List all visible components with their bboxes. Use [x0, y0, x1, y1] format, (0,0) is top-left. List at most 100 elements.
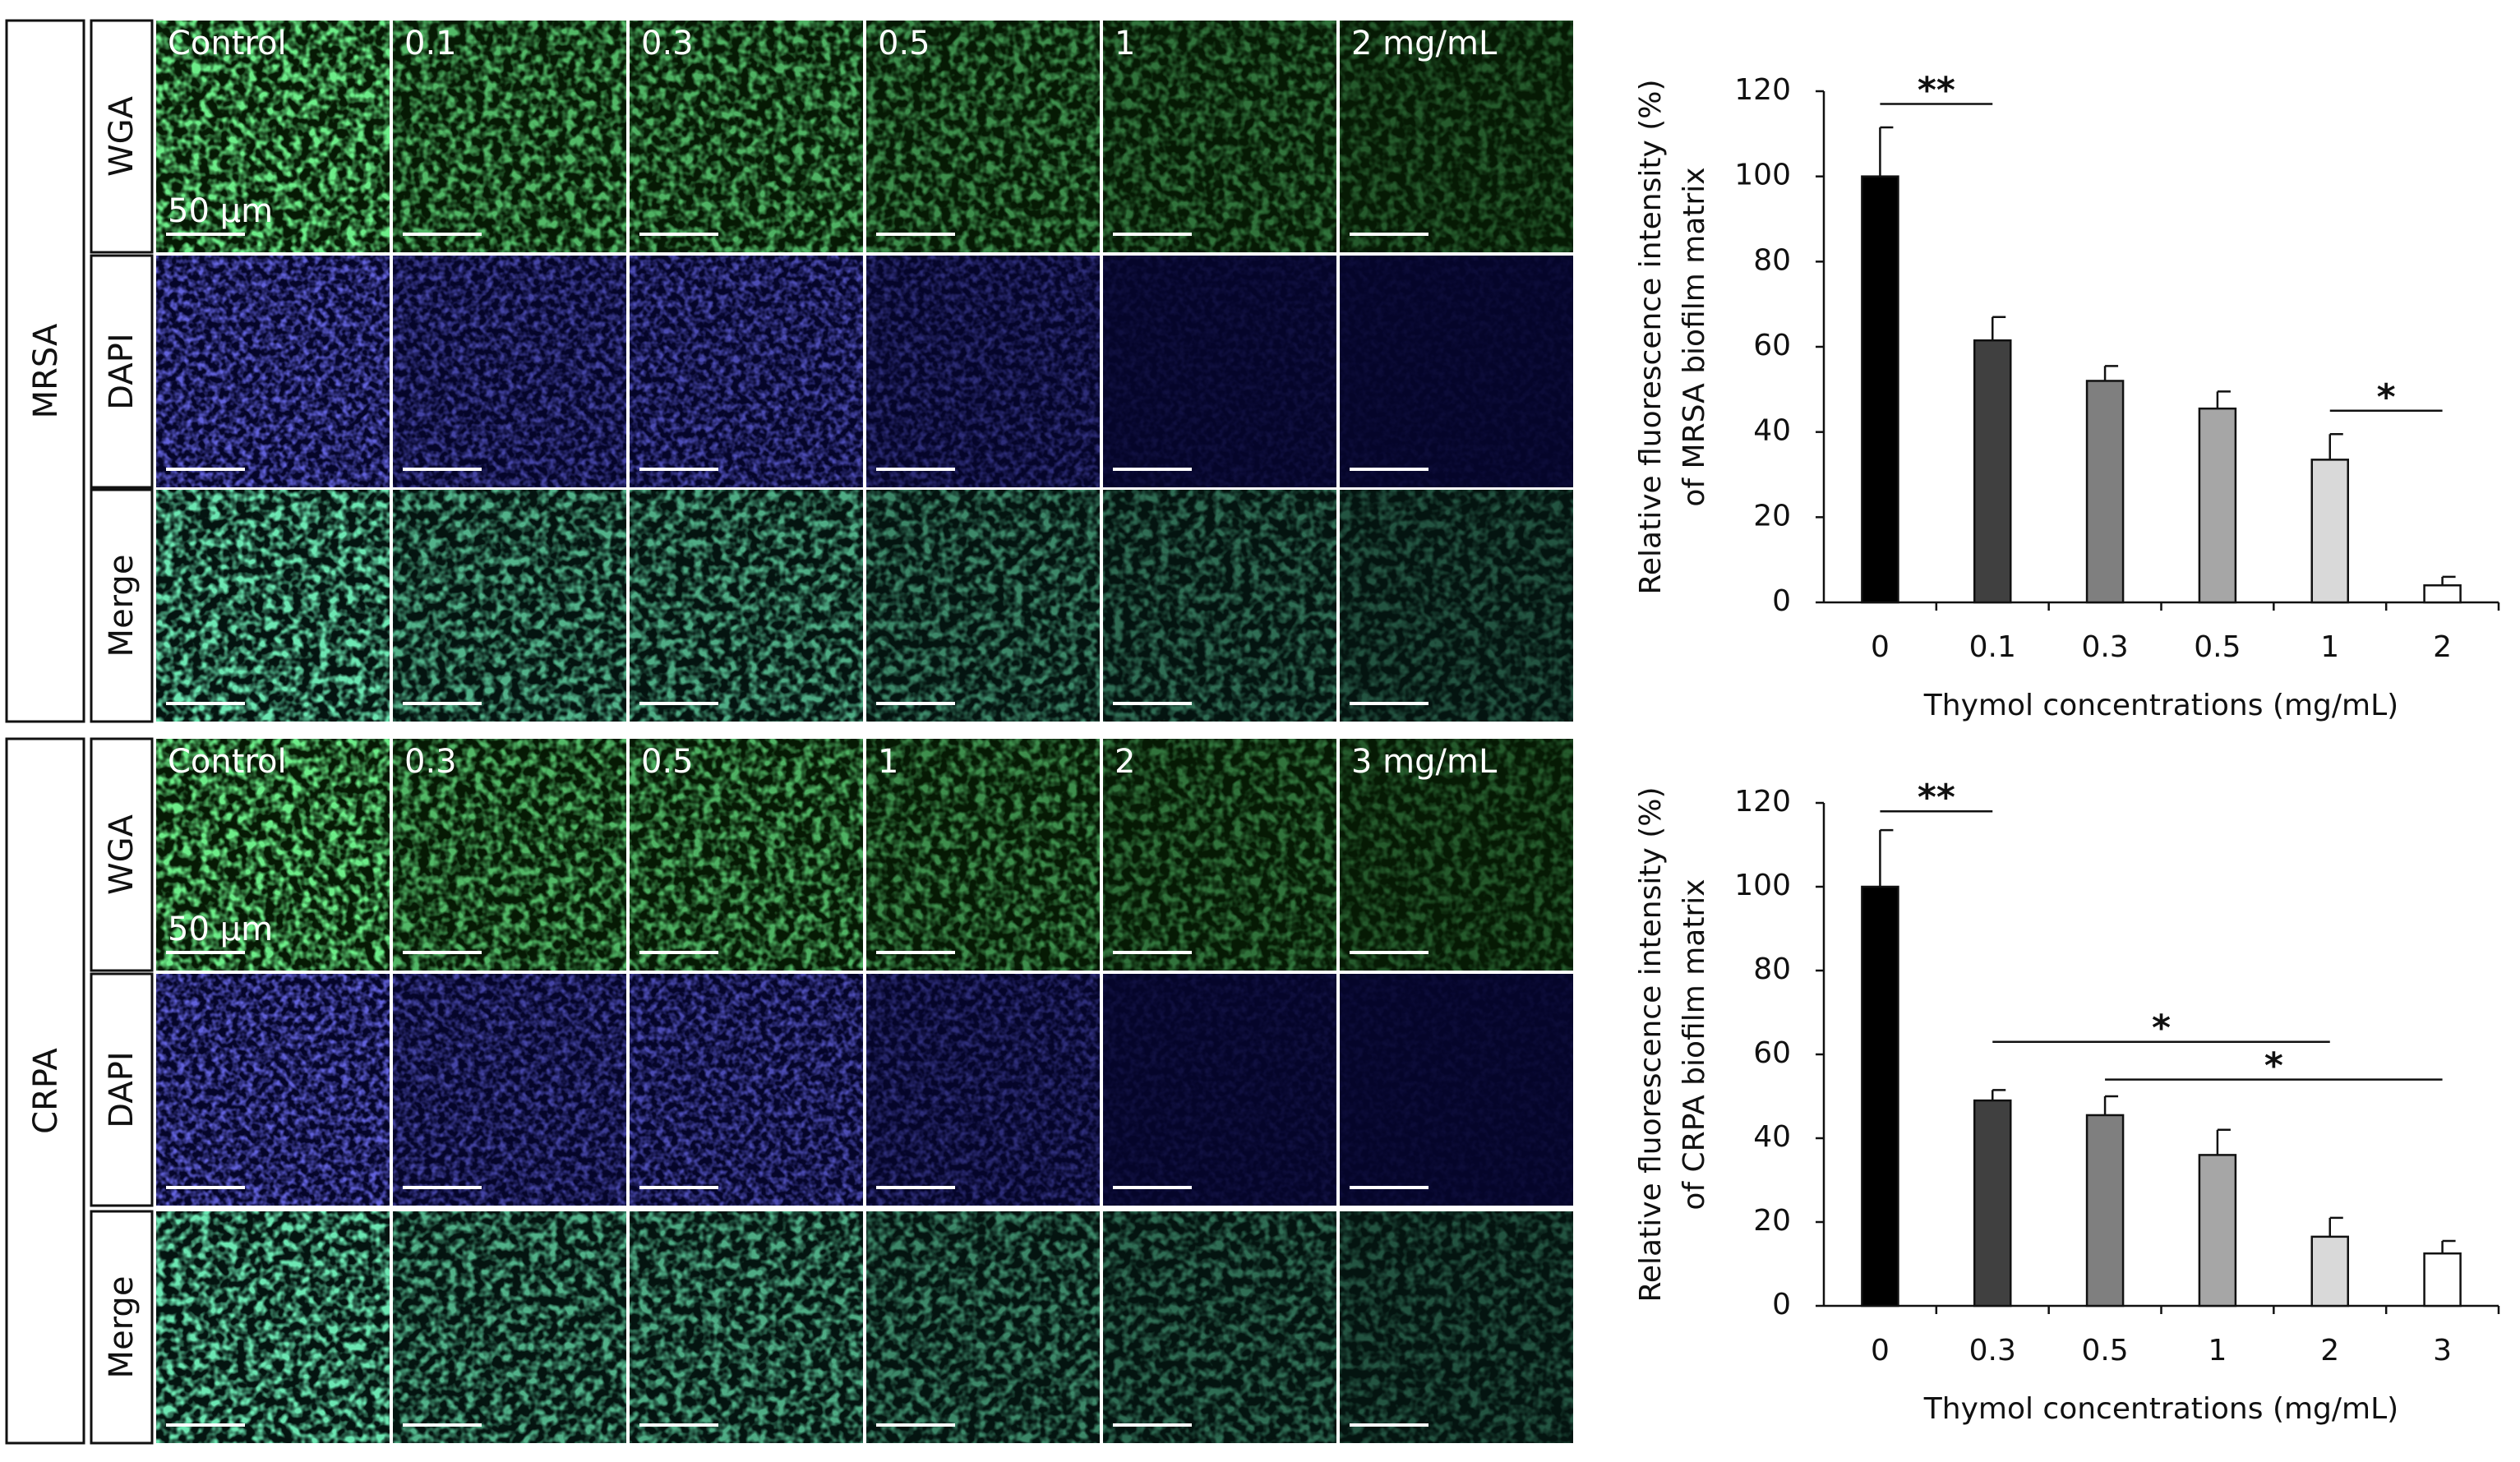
micrograph-signal [1103, 1211, 1336, 1443]
micrograph-signal [630, 739, 863, 971]
micrograph-signal [630, 490, 863, 722]
y-tick-label: 120 [1734, 785, 1791, 819]
bar [1973, 1099, 2012, 1307]
column-label: 2 mg/mL [1351, 25, 1498, 62]
micrograph-signal [393, 490, 626, 722]
y-tick-label: 100 [1734, 869, 1791, 902]
group-label: CRPA [27, 1048, 65, 1134]
channel-label-box [90, 254, 154, 489]
micrograph-signal [393, 1211, 626, 1443]
column-label: 2 [1115, 743, 1135, 781]
y-tick-label: 0 [1772, 584, 1791, 618]
micrograph-signal [1340, 256, 1573, 487]
x-tick-label: 1 [2208, 1334, 2227, 1367]
column-label: 3 mg/mL [1351, 743, 1498, 781]
x-tick-label: 0.1 [1969, 630, 2016, 664]
micrograph-signal [156, 974, 390, 1206]
micrograph-signal [393, 256, 626, 487]
y-axis-title: of MRSA biofilm matrix [1678, 167, 1711, 506]
micrograph-signal [866, 21, 1100, 252]
y-tick-label: 100 [1734, 159, 1791, 192]
column-label: 0.5 [878, 25, 930, 62]
micrograph-signal [1340, 21, 1573, 252]
bar [2423, 1252, 2462, 1307]
micrograph-signal [156, 739, 390, 971]
column-label: 1 [878, 743, 898, 781]
x-axis-title: Thymol concentrations (mg/mL) [1923, 1392, 2398, 1426]
micrograph-signal [393, 739, 626, 971]
bar [1973, 339, 2012, 604]
y-axis-title: Relative fluorescence intensity (%) [1634, 79, 1668, 594]
y-tick-label: 40 [1753, 1120, 1791, 1154]
x-axis-title: Thymol concentrations (mg/mL) [1923, 689, 2398, 722]
channel-label-box [90, 972, 154, 1207]
group-label-box [5, 737, 85, 1445]
micrograph-signal [1340, 739, 1573, 971]
significance-label: ** [1918, 70, 1955, 112]
micrograph-signal [1103, 739, 1336, 971]
bar [1861, 175, 1899, 604]
channel-label-box [90, 737, 154, 972]
bar [1861, 885, 1899, 1307]
channel-label: Merge [103, 555, 141, 657]
micrograph-signal [1103, 490, 1336, 722]
x-tick-label: 3 [2433, 1334, 2452, 1367]
y-tick-label: 20 [1753, 1204, 1791, 1238]
scale-bar-label: 50 µm [168, 911, 273, 948]
x-tick-label: 0.3 [2081, 630, 2128, 664]
x-tick-label: 0 [1871, 630, 1890, 664]
micrograph-signal [393, 21, 626, 252]
micrograph-signal [866, 739, 1100, 971]
channel-label: WGA [103, 814, 141, 895]
micrograph-signal [1103, 974, 1336, 1206]
column-label: Control [168, 743, 287, 781]
group-label: MRSA [27, 323, 65, 418]
bar [2198, 407, 2237, 604]
micrograph-signal [630, 1211, 863, 1443]
micrograph-signal [1340, 490, 1573, 722]
micrograph-signal [866, 256, 1100, 487]
bar [2423, 584, 2462, 604]
significance-label: * [2377, 376, 2396, 418]
column-label: 0.5 [641, 743, 694, 781]
channel-label-box [90, 19, 154, 254]
y-tick-label: 0 [1772, 1288, 1791, 1321]
column-label: 0.3 [641, 25, 694, 62]
y-tick-label: 120 [1734, 73, 1791, 107]
channel-label: Merge [103, 1276, 141, 1379]
micrograph-signal [156, 490, 390, 722]
y-tick-label: 60 [1753, 329, 1791, 362]
channel-label: DAPI [103, 1051, 141, 1128]
channel-label: WGA [103, 95, 141, 177]
micrograph-signal [866, 974, 1100, 1206]
significance-label: ** [1918, 777, 1955, 819]
x-tick-label: 0.3 [1969, 1334, 2016, 1367]
column-label: Control [168, 25, 287, 62]
channel-label-box [90, 488, 154, 723]
significance-label: * [2152, 1008, 2171, 1049]
y-tick-label: 60 [1753, 1036, 1791, 1070]
micrograph-signal [866, 490, 1100, 722]
x-tick-label: 1 [2320, 630, 2339, 664]
channel-label-box [90, 1210, 154, 1445]
x-tick-label: 0.5 [2194, 630, 2241, 664]
y-axis-title: of CRPA biofilm matrix [1678, 879, 1711, 1210]
bar [2310, 459, 2349, 604]
micrograph-signal [866, 1211, 1100, 1443]
x-tick-label: 0.5 [2081, 1334, 2128, 1367]
x-tick-label: 2 [2433, 630, 2452, 664]
x-tick-label: 0 [1871, 1334, 1890, 1367]
micrograph-signal [1103, 21, 1336, 252]
bar [2198, 1154, 2237, 1307]
scale-bar-label: 50 µm [168, 192, 273, 230]
micrograph-signal [630, 974, 863, 1206]
column-label: 1 [1115, 25, 1135, 62]
micrograph-signal [1103, 256, 1336, 487]
y-tick-label: 40 [1753, 414, 1791, 448]
bar [2085, 380, 2125, 604]
significance-label: * [2264, 1045, 2283, 1087]
y-tick-label: 80 [1753, 243, 1791, 277]
micrograph-signal [156, 21, 390, 252]
